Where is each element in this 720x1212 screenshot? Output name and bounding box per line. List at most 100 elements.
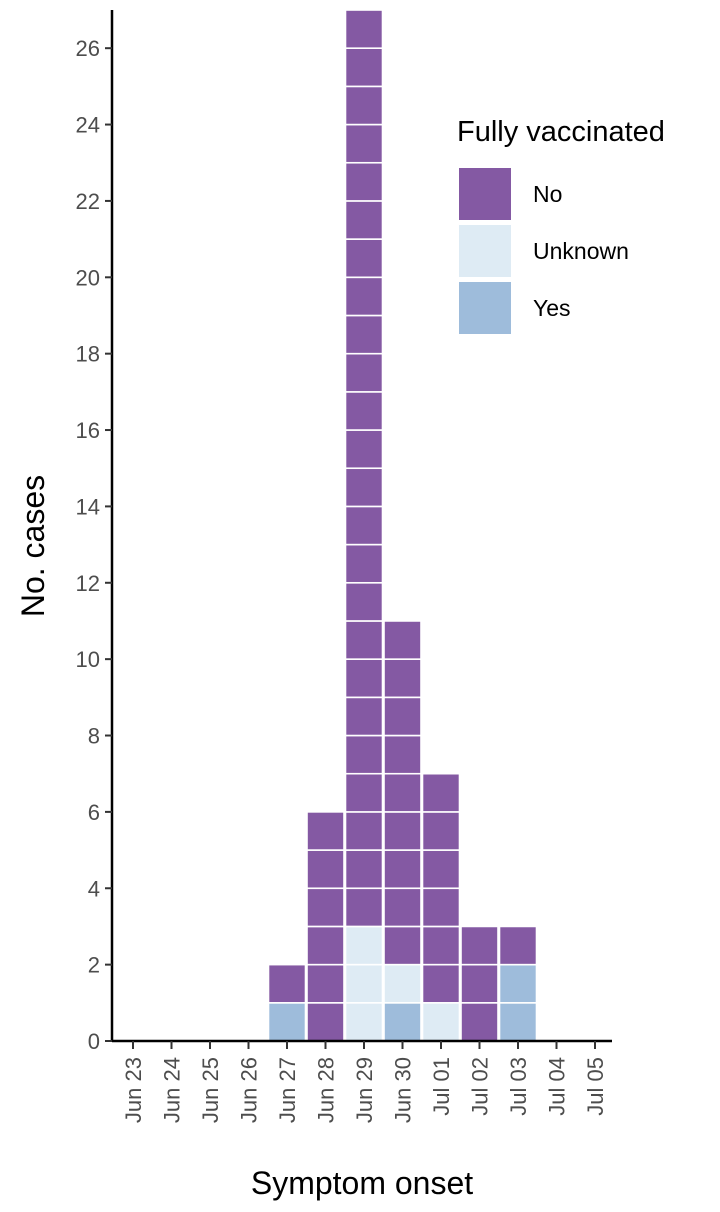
y-tick-label: 2 <box>88 953 100 978</box>
bar-cell-no <box>344 620 384 660</box>
bar-cell-no <box>344 391 384 431</box>
bar-cell-unknown <box>421 1002 461 1042</box>
bar-cell-unknown <box>344 963 384 1004</box>
bar-cell-no <box>344 887 384 928</box>
bar-cell-no <box>421 811 461 851</box>
legend-label-no: No <box>533 181 562 207</box>
bar-cell-unknown <box>383 963 422 1004</box>
bar-cell-unknown <box>344 925 384 966</box>
bar-cell-no <box>344 276 384 317</box>
legend-title: Fully vaccinated <box>457 116 665 148</box>
bar-cell-no <box>267 963 307 1004</box>
legend-key-no <box>459 168 511 220</box>
bar-cell-yes <box>498 963 538 1004</box>
bar-cell-no <box>344 238 384 279</box>
bar-cell-no <box>421 963 461 1004</box>
bar-cell-no <box>344 161 384 202</box>
x-tick-label: Jun 24 <box>160 1057 185 1123</box>
x-tick-label: Jul 01 <box>429 1057 454 1116</box>
y-tick-label: 8 <box>88 724 100 749</box>
y-tick-label: 20 <box>76 265 100 290</box>
bar-cell-no <box>344 123 384 164</box>
bar-cell-no <box>344 467 384 508</box>
bar-cell-no <box>306 963 345 1004</box>
bar-cell-no <box>383 620 422 660</box>
bar-cell-no <box>383 734 422 775</box>
y-tick-label: 12 <box>76 571 100 596</box>
bar-cell-no <box>306 811 345 851</box>
bar-cell-no <box>344 85 384 126</box>
x-tick-label: Jul 02 <box>468 1057 493 1116</box>
x-tick-label: Jul 05 <box>583 1057 608 1116</box>
bar-cell-no <box>306 1002 345 1042</box>
y-tick-label: 26 <box>76 36 100 61</box>
bar-cell-no <box>383 811 422 851</box>
legend: Fully vaccinated No Unknown Yes <box>457 116 665 334</box>
legend-label-unknown: Unknown <box>533 238 629 264</box>
bar-cell-no <box>306 887 345 928</box>
bar-cell-no <box>306 849 345 890</box>
bar-cell-no <box>421 925 461 966</box>
x-tick-label: Jun 26 <box>237 1057 262 1123</box>
bar-cell-no <box>460 1002 499 1042</box>
bar-cell-no <box>344 200 384 240</box>
bar-cell-no <box>344 772 384 813</box>
bar-cell-no <box>344 543 384 584</box>
bar-cell-no <box>421 887 461 928</box>
x-axis-ticks: Jun 23 Jun 24 Jun 25 Jun 26 Jun 27 Jun 28 Jun … <box>121 1041 608 1123</box>
y-tick-label: 6 <box>88 800 100 825</box>
x-tick-label: Jun 23 <box>121 1057 146 1123</box>
x-tick-label: Jul 03 <box>506 1057 531 1116</box>
bar-cell-no <box>306 925 345 966</box>
bar-cell-no <box>344 696 384 737</box>
bar-cell-no <box>460 963 499 1004</box>
bar-cell-yes <box>498 1002 538 1042</box>
y-tick-label: 4 <box>88 876 100 901</box>
legend-key-yes <box>459 282 511 334</box>
bar-cell-no <box>344 734 384 775</box>
bar-cell-no <box>421 772 461 813</box>
bar-cell-no <box>344 47 384 88</box>
x-tick-label: Jun 28 <box>314 1057 339 1123</box>
y-tick-label: 24 <box>76 113 100 138</box>
x-axis-title: Symptom onset <box>251 1165 473 1201</box>
bar-cell-no <box>460 925 499 966</box>
x-tick-label: Jul 04 <box>545 1057 570 1116</box>
y-tick-label: 10 <box>76 647 100 672</box>
y-tick-label: 22 <box>76 189 100 214</box>
legend-label-yes: Yes <box>533 295 571 321</box>
y-tick-label: 16 <box>76 418 100 443</box>
bar-cell-no <box>383 658 422 699</box>
bar-cell-no <box>383 887 422 928</box>
legend-key-unknown <box>459 225 511 277</box>
bar-cell-no <box>344 849 384 890</box>
bar-cell-no <box>344 429 384 470</box>
bar-cell-no <box>344 314 384 355</box>
x-tick-label: Jun 25 <box>198 1057 223 1123</box>
y-tick-label: 18 <box>76 342 100 367</box>
bar-cell-yes <box>383 1002 422 1042</box>
bar-cell-no <box>383 772 422 813</box>
x-tick-label: Jun 29 <box>352 1057 377 1123</box>
bar-cell-no <box>344 9 384 49</box>
bar-cell-no <box>344 352 384 393</box>
bar-cell-no <box>383 925 422 966</box>
bar-cell-no <box>344 505 384 546</box>
bar-cell-no <box>344 811 384 851</box>
bar-cell-no <box>421 849 461 890</box>
x-tick-label: Jun 27 <box>275 1057 300 1123</box>
bar-cell-no <box>498 925 538 966</box>
bar-cell-no <box>383 849 422 890</box>
bar-cell-unknown <box>344 1002 384 1042</box>
bar-cell-yes <box>267 1002 307 1042</box>
x-tick-label: Jun 30 <box>391 1057 416 1123</box>
bar-cell-no <box>344 658 384 699</box>
bar-cell-no <box>344 581 384 622</box>
bars-layer <box>267 9 538 1042</box>
y-tick-label: 14 <box>76 494 100 519</box>
y-axis-title: No. cases <box>15 475 51 617</box>
y-tick-label: 0 <box>88 1029 100 1054</box>
bar-cell-no <box>383 696 422 737</box>
